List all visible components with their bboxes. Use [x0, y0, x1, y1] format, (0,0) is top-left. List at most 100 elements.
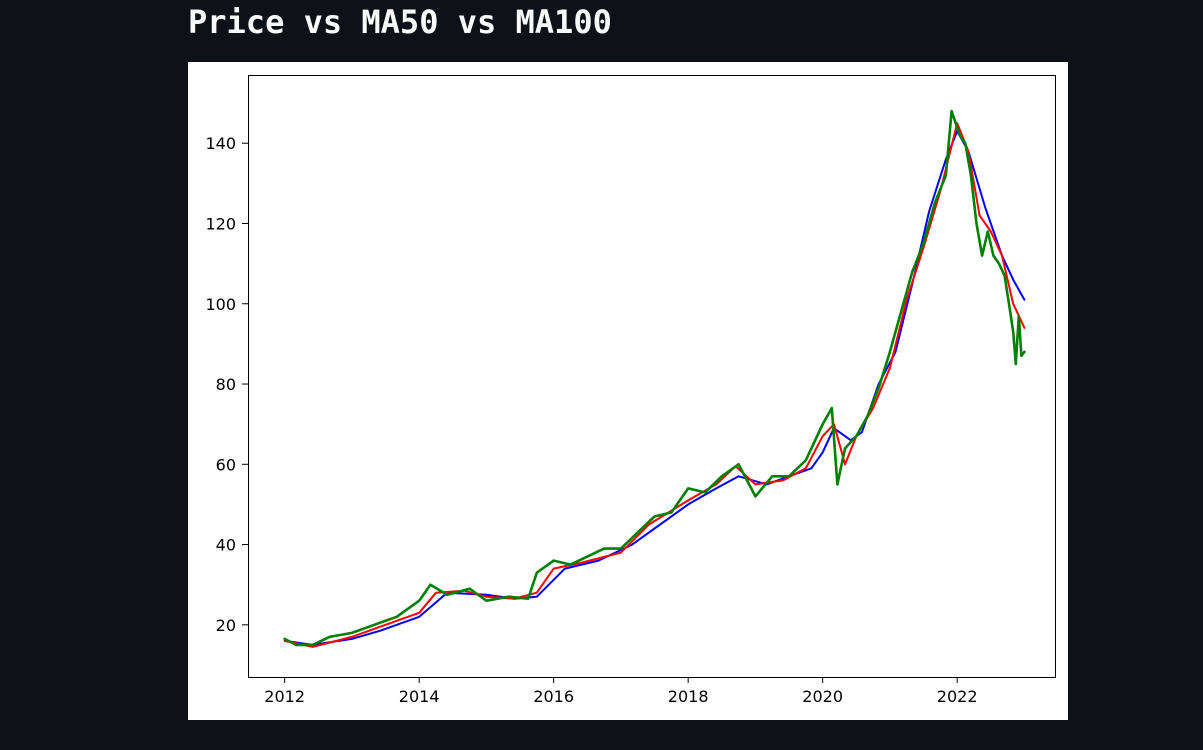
data-point-ma100: [379, 630, 381, 632]
data-point-ma50: [844, 463, 846, 465]
data-point-ma50: [435, 592, 437, 594]
data-point-price: [418, 600, 420, 602]
data-point-price: [295, 644, 297, 646]
data-point-ma50: [620, 552, 622, 554]
y-tick-label: 20: [216, 616, 236, 635]
y-tick-label: 40: [216, 536, 236, 555]
data-point-price: [721, 475, 723, 477]
data-point-ma100: [1012, 279, 1014, 281]
x-tick-label: 2022: [937, 687, 978, 706]
data-point-price: [396, 616, 398, 618]
data-point-price: [637, 531, 639, 534]
data-point-price: [998, 263, 1000, 265]
x-tick-label: 2018: [668, 687, 709, 706]
data-point-price: [1020, 355, 1023, 357]
x-tick-label: 2016: [533, 687, 574, 706]
data-point-ma50: [782, 479, 785, 481]
data-point-ma50: [967, 150, 970, 152]
series-line-ma50: [283, 122, 1026, 648]
line-chart: 2012 2014 2016 2018 2020 2022 20 40 60 80 100 120 1…: [205, 75, 1056, 706]
data-point-price: [704, 491, 706, 493]
y-tick-label: 80: [216, 375, 236, 394]
data-point-ma50: [889, 367, 891, 369]
data-point-price: [975, 222, 978, 225]
data-point-ma100: [822, 451, 824, 453]
series-line-ma100: [283, 130, 1026, 646]
data-point-ma100: [687, 503, 689, 505]
y-tick-label: 60: [216, 455, 236, 474]
data-point-price: [889, 351, 891, 353]
data-point-price: [670, 511, 672, 514]
data-point-ma50: [581, 562, 583, 564]
data-point-price: [620, 548, 622, 550]
data-point-price: [1009, 311, 1011, 313]
data-point-price: [284, 638, 286, 640]
data-point-price: [788, 475, 790, 477]
data-point-price: [922, 243, 925, 245]
data-point-price: [586, 556, 588, 558]
data-point-ma50: [1023, 327, 1025, 329]
data-point-ma50: [312, 646, 314, 648]
data-point-price: [1012, 331, 1014, 333]
data-point-ma50: [1012, 303, 1014, 305]
data-point-ma50: [379, 626, 381, 628]
data-point-ma50: [979, 214, 981, 217]
data-point-ma50: [553, 568, 555, 570]
data-point-ma100: [631, 544, 633, 546]
x-tick-label: 2020: [802, 687, 843, 706]
data-point-ma50: [536, 592, 538, 594]
x-axis: 2012 2014 2016 2018 2020 2022: [264, 677, 978, 706]
data-point-price: [1004, 275, 1006, 277]
data-point-ma50: [822, 435, 824, 437]
x-tick-label: 2012: [264, 687, 305, 706]
data-point-price: [446, 594, 448, 596]
series-line-price: [283, 109, 1026, 647]
data-point-price: [771, 475, 773, 477]
data-point-price: [429, 584, 431, 586]
data-point-price: [951, 110, 953, 112]
axes-frame: [248, 75, 1056, 678]
data-point-ma50: [687, 499, 689, 501]
data-point-price: [992, 255, 995, 257]
chart-figure: 2012 2014 2016 2018 2020 2022 20 40 60 80 100 120 1…: [188, 62, 1068, 720]
data-point-ma50: [805, 467, 807, 469]
data-point-price: [981, 255, 983, 257]
data-point-ma50: [872, 407, 874, 409]
data-point-price: [312, 644, 314, 646]
data-point-ma50: [485, 596, 487, 598]
data-point-price: [754, 495, 757, 497]
data-point-price: [866, 415, 869, 417]
data-point-price: [964, 142, 966, 144]
data-point-ma50: [648, 523, 650, 526]
data-point-price: [653, 515, 656, 518]
data-point-ma100: [536, 596, 538, 598]
data-point-price: [970, 174, 972, 176]
data-point-price: [822, 423, 824, 425]
data-point-ma50: [754, 483, 757, 485]
data-point-price: [836, 483, 839, 485]
x-tick-label: 2014: [399, 687, 440, 706]
data-point-price: [485, 600, 487, 602]
data-point-price: [878, 387, 880, 389]
data-point-price: [569, 564, 572, 566]
data-point-ma100: [597, 560, 600, 562]
data-point-ma100: [984, 206, 986, 208]
data-point-ma50: [284, 640, 286, 642]
data-point-ma100: [715, 487, 717, 489]
data-point-ma50: [906, 299, 908, 301]
data-point-price: [469, 588, 471, 590]
data-point-price: [844, 447, 846, 449]
data-point-ma100: [665, 519, 667, 522]
data-point-price: [900, 311, 902, 313]
data-point-price: [805, 459, 807, 461]
data-point-ma50: [990, 230, 992, 233]
plot-lines: [283, 109, 1026, 648]
data-point-ma100: [894, 351, 897, 353]
data-point-ma50: [715, 483, 717, 485]
data-point-price: [945, 174, 947, 176]
data-point-ma100: [1023, 299, 1025, 301]
data-point-ma50: [418, 612, 420, 614]
data-point-ma100: [810, 467, 813, 469]
data-point-price: [687, 487, 689, 489]
data-point-ma100: [485, 594, 487, 596]
